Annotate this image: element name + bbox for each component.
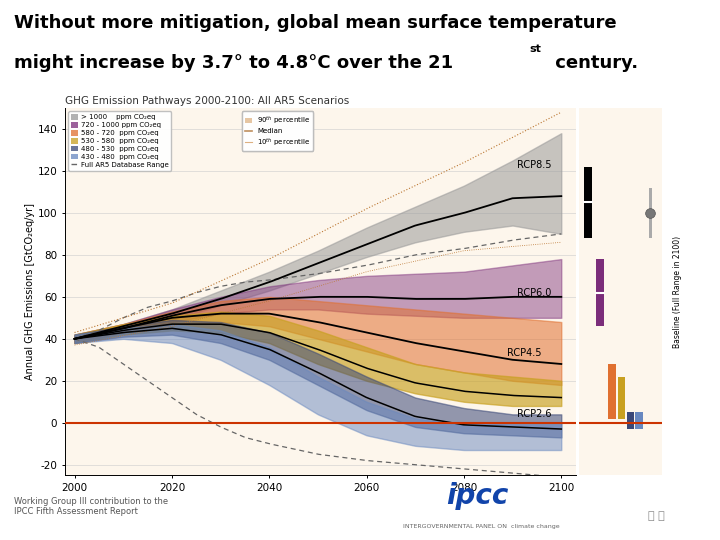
Legend: 90$^{th}$ percentile, Median, 10$^{th}$ percentile: 90$^{th}$ percentile, Median, 10$^{th}$ … — [242, 111, 313, 151]
Text: RCP8.5: RCP8.5 — [517, 160, 552, 170]
Text: GHG Emission Pathways 2000-2100: All AR5 Scenarios: GHG Emission Pathways 2000-2100: All AR5… — [65, 96, 349, 106]
Bar — [618, 376, 625, 419]
Text: RCP2.6: RCP2.6 — [517, 409, 552, 420]
Text: st: st — [529, 44, 541, 55]
Text: RCP6.0: RCP6.0 — [517, 288, 552, 298]
Bar — [608, 364, 616, 418]
Bar — [596, 259, 604, 326]
Text: ipcc: ipcc — [446, 482, 509, 510]
Text: Baseline (Full Range in 2100): Baseline (Full Range in 2100) — [673, 235, 683, 348]
Y-axis label: Annual GHG Emissions [GtCO₂eq/yr]: Annual GHG Emissions [GtCO₂eq/yr] — [24, 203, 35, 380]
Text: might increase by 3.7° to 4.8°C over the 21: might increase by 3.7° to 4.8°C over the… — [14, 54, 454, 72]
Text: Ⓞ Ⓞ: Ⓞ Ⓞ — [648, 511, 665, 521]
Bar — [649, 188, 652, 238]
Text: INTERGOVERNMENTAL PANEL ON  climate change: INTERGOVERNMENTAL PANEL ON climate chang… — [403, 524, 560, 529]
Bar — [626, 412, 634, 429]
Bar — [584, 167, 592, 238]
Text: Without more mitigation, global mean surface temperature: Without more mitigation, global mean sur… — [14, 14, 617, 31]
Text: Working Group III contribution to the
IPCC Fifth Assessment Report: Working Group III contribution to the IP… — [14, 497, 168, 516]
Bar — [635, 412, 643, 429]
Text: RCP4.5: RCP4.5 — [508, 348, 542, 359]
Text: century.: century. — [549, 54, 638, 72]
